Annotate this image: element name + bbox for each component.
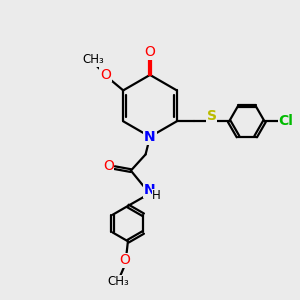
Text: H: H [152,189,161,202]
Text: S: S [206,109,217,123]
Text: O: O [145,45,155,59]
Text: N: N [144,130,156,144]
Text: O: O [119,254,130,267]
Text: O: O [100,68,111,82]
Text: N: N [144,183,155,197]
Text: O: O [103,159,114,173]
Text: CH₃: CH₃ [82,53,104,66]
Text: Cl: Cl [278,114,293,128]
Text: CH₃: CH₃ [108,275,129,288]
